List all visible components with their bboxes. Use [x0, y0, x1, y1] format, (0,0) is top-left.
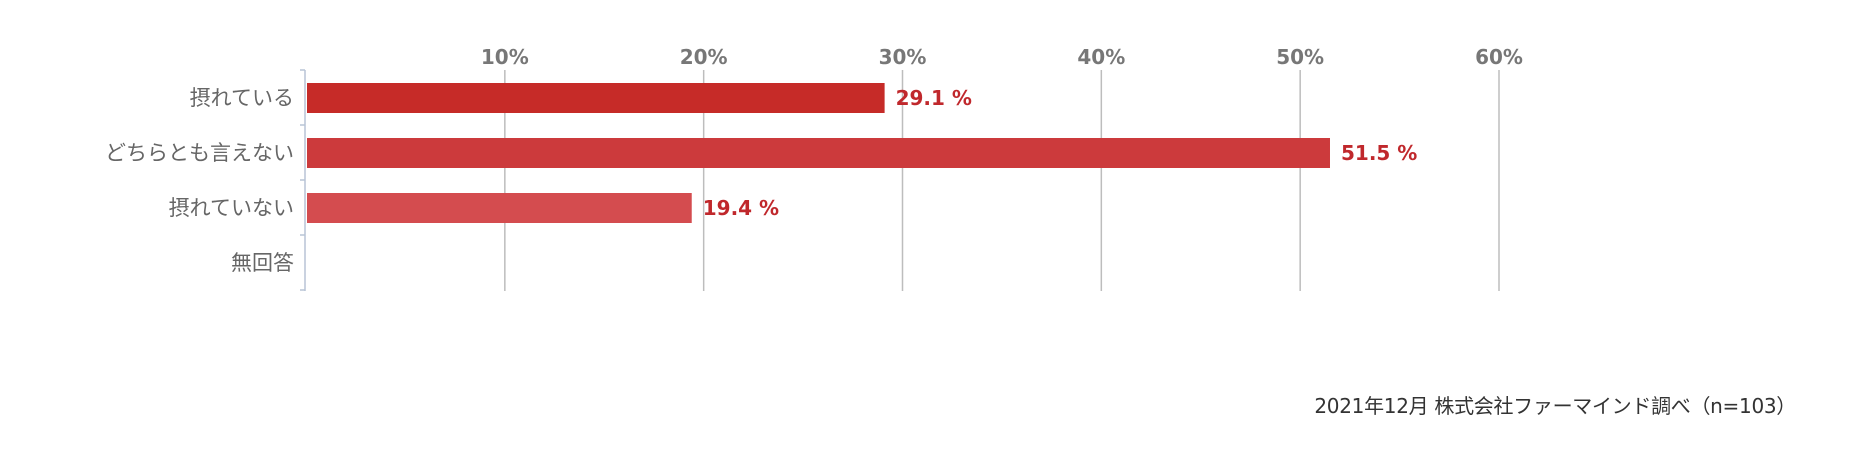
category-label: 摂れていない	[169, 196, 294, 220]
bar-2	[307, 138, 1330, 168]
x-tick-label: 30%	[879, 45, 927, 69]
category-label: どちらとも言えない	[105, 141, 294, 165]
value-label: 29.1 %	[896, 86, 972, 110]
bar-1	[307, 83, 885, 113]
x-tick-label: 20%	[680, 45, 728, 69]
source-note: 2021年12月 株式会社ファーマインド調べ（n=103）	[1314, 394, 1796, 418]
category-label: 無回答	[231, 251, 294, 275]
bar-3	[307, 193, 692, 223]
x-tick-label: 60%	[1475, 45, 1523, 69]
value-label: 51.5 %	[1341, 141, 1417, 165]
value-label: 19.4 %	[703, 196, 779, 220]
x-tick-label: 50%	[1276, 45, 1324, 69]
x-tick-label: 10%	[481, 45, 529, 69]
x-tick-label: 40%	[1077, 45, 1125, 69]
category-label: 摂れている	[190, 86, 294, 110]
